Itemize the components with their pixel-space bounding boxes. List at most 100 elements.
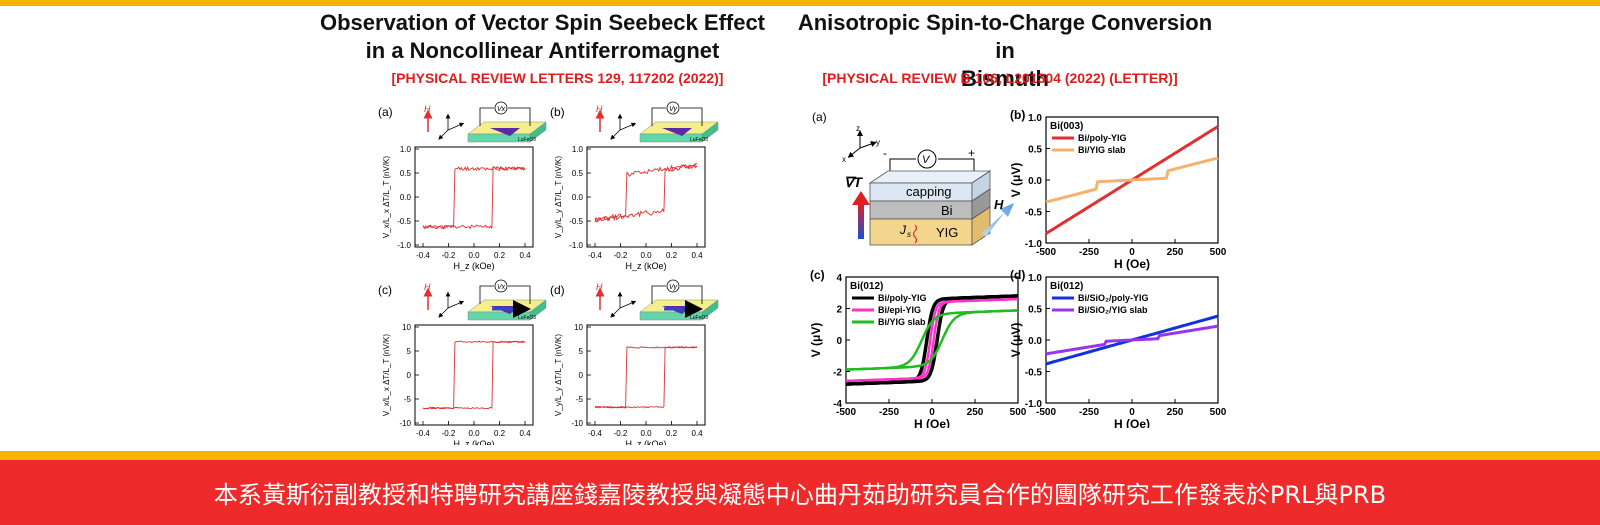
x-tick-label: 0.0 bbox=[468, 251, 480, 260]
right-title: Anisotropic Spin-to-Charge Conversion in… bbox=[790, 9, 1220, 93]
panel-sample-title: Bi(012) bbox=[1050, 281, 1083, 292]
schematic-label: (a) bbox=[812, 110, 827, 124]
y-tick-label: -0.5 bbox=[1025, 368, 1043, 379]
y-axis bbox=[619, 300, 637, 309]
capping-label: capping bbox=[906, 184, 952, 199]
left-figure: (a) H LuFeO3 Vx 1.0 0.5 0.0 -0.5 -1.0 -0.4 -0.2 0.0… bbox=[378, 101, 719, 445]
data-curve bbox=[845, 294, 1019, 386]
legend-label: Bi/poly-YIG bbox=[878, 293, 927, 303]
x-tick-label: 0.2 bbox=[494, 429, 506, 438]
x-tick-label: -250 bbox=[1079, 407, 1099, 418]
panel-label: (c) bbox=[378, 283, 392, 297]
y-tick-label: -0.5 bbox=[397, 217, 411, 226]
y-tick-label: 1.0 bbox=[1028, 113, 1042, 124]
x-tick-label: 0.2 bbox=[494, 251, 506, 260]
y-tick-label: 5 bbox=[407, 347, 412, 356]
y-axis-label: V_y/L_y ΔT/L_T (nV/K) bbox=[554, 156, 563, 238]
hysteresis-branch-up bbox=[594, 346, 698, 409]
y-tick-label: 1.0 bbox=[572, 145, 584, 154]
x-tick-label: -250 bbox=[1079, 247, 1099, 258]
y-tick-label: -10 bbox=[571, 419, 583, 428]
x-tick-label: -0.4 bbox=[588, 429, 602, 438]
svg-text:y: y bbox=[876, 138, 880, 147]
data-curve bbox=[1045, 324, 1219, 356]
x-tick-label: 0.0 bbox=[468, 429, 480, 438]
x-tick-label: -500 bbox=[836, 407, 856, 418]
right-panel-d: (d) 1.0 0.5 0.0 -0.5 -1.0-500 -250 0 250 500 H (Oe… bbox=[1009, 268, 1227, 428]
spin-current-subscript: s bbox=[907, 230, 911, 239]
svg-text:z: z bbox=[856, 124, 860, 133]
axes-icon bbox=[438, 291, 465, 318]
x-tick-label: -500 bbox=[1036, 247, 1056, 258]
y-tick-label: 0 bbox=[579, 371, 584, 380]
right-panel-b: (b) 1.0 0.5 0.0 -0.5 -1.0-500 -250 0 250 500 H (Oe… bbox=[1009, 108, 1227, 271]
svg-text:x: x bbox=[842, 155, 846, 164]
bottom-accent-bar bbox=[0, 451, 1600, 460]
x-axis-label: H_z (kOe) bbox=[453, 261, 494, 271]
circuit-wire bbox=[508, 107, 531, 126]
y-axis bbox=[447, 300, 465, 309]
circuit-wire bbox=[651, 107, 666, 126]
panel-label: (d) bbox=[550, 283, 565, 297]
left-title-line1: Observation of Vector Spin Seebeck Effec… bbox=[319, 10, 766, 35]
y-tick-label: -1.0 bbox=[1025, 399, 1043, 410]
x-tick-label: 500 bbox=[1210, 247, 1227, 258]
axes-icon bbox=[610, 291, 637, 318]
top-accent-bar bbox=[0, 0, 1600, 6]
x-tick-label: 0.0 bbox=[640, 429, 652, 438]
y-tick-label: -0.5 bbox=[569, 217, 583, 226]
x-tick-label: -500 bbox=[1036, 407, 1056, 418]
y-tick-label: -5 bbox=[576, 395, 584, 404]
y-tick-label: 2 bbox=[836, 305, 842, 316]
data-curve bbox=[846, 297, 1018, 383]
schematic-panel-a: (a) z y x V - + capping Bi YIG bbox=[812, 110, 1014, 246]
circuit-wire bbox=[508, 285, 531, 304]
y-axis-label: V_y/L_y ΔT/L_T (nV/K) bbox=[554, 334, 563, 416]
hysteresis-branch-down bbox=[594, 163, 698, 223]
x-tick-label: 0.0 bbox=[640, 251, 652, 260]
spin-wedge-icon bbox=[490, 128, 520, 136]
x-axis bbox=[438, 129, 449, 140]
hysteresis-branch-down bbox=[594, 346, 698, 409]
plot-frame bbox=[586, 146, 706, 248]
x-tick-label: -0.2 bbox=[442, 429, 456, 438]
y-tick-label: 0.5 bbox=[1028, 145, 1042, 156]
sample-label: LuFeO3 bbox=[518, 137, 536, 143]
left-title: Observation of Vector Spin Seebeck Effec… bbox=[300, 9, 785, 65]
circuit-wire bbox=[680, 107, 703, 126]
hysteresis-branch-down bbox=[422, 165, 526, 230]
y-tick-label: -4 bbox=[833, 399, 842, 410]
left-panel-d: (d) H LuFeO3 Vy 10 5 0 -5 -10 -0.4 -0.2 0.0 0.2 0.4 H_… bbox=[550, 279, 719, 445]
x-tick-label: 250 bbox=[967, 407, 984, 418]
axes-icon: z y x bbox=[842, 124, 880, 164]
left-title-line2: in a Noncollinear Antiferromagnet bbox=[365, 38, 720, 63]
voltmeter-icon bbox=[666, 279, 680, 293]
legend-label: Bi/SiO₂/YIG slab bbox=[1078, 305, 1148, 315]
x-axis-label: H_z (kOe) bbox=[625, 261, 666, 271]
y-axis bbox=[619, 122, 637, 131]
y-tick-label: 0.0 bbox=[1028, 336, 1042, 347]
y-tick-label: -10 bbox=[399, 419, 411, 428]
x-axis-label: H_z (kOe) bbox=[625, 439, 666, 445]
panel-label: (c) bbox=[810, 268, 825, 282]
layer-stack: capping Bi YIG J s bbox=[868, 170, 992, 246]
plot-frame bbox=[586, 324, 706, 426]
x-tick-label: 0 bbox=[1129, 407, 1135, 418]
voltmeter-label: Vy bbox=[669, 284, 678, 291]
x-tick-label: 0.4 bbox=[519, 251, 531, 260]
field-label: H bbox=[596, 104, 603, 114]
hysteresis-branch-up bbox=[594, 162, 698, 222]
x-tick-label: 0.4 bbox=[691, 251, 703, 260]
axes-icon bbox=[610, 113, 637, 140]
field-label: H bbox=[424, 282, 431, 292]
y-tick-label: 0.0 bbox=[1028, 176, 1042, 187]
x-tick-label: 0.4 bbox=[519, 429, 531, 438]
right-reference: [PHYSICAL REVIEW B 106, L201304 (2022) (… bbox=[822, 70, 1178, 86]
legend-label: Bi/epi-YIG bbox=[878, 305, 921, 315]
y-tick-label: 0 bbox=[836, 336, 842, 347]
panel-label: (d) bbox=[1010, 268, 1025, 282]
data-curve bbox=[845, 309, 1019, 371]
legend-label: Bi/YIG slab bbox=[878, 317, 926, 327]
voltmeter-icon bbox=[494, 101, 508, 115]
panel-label: (a) bbox=[378, 105, 393, 119]
